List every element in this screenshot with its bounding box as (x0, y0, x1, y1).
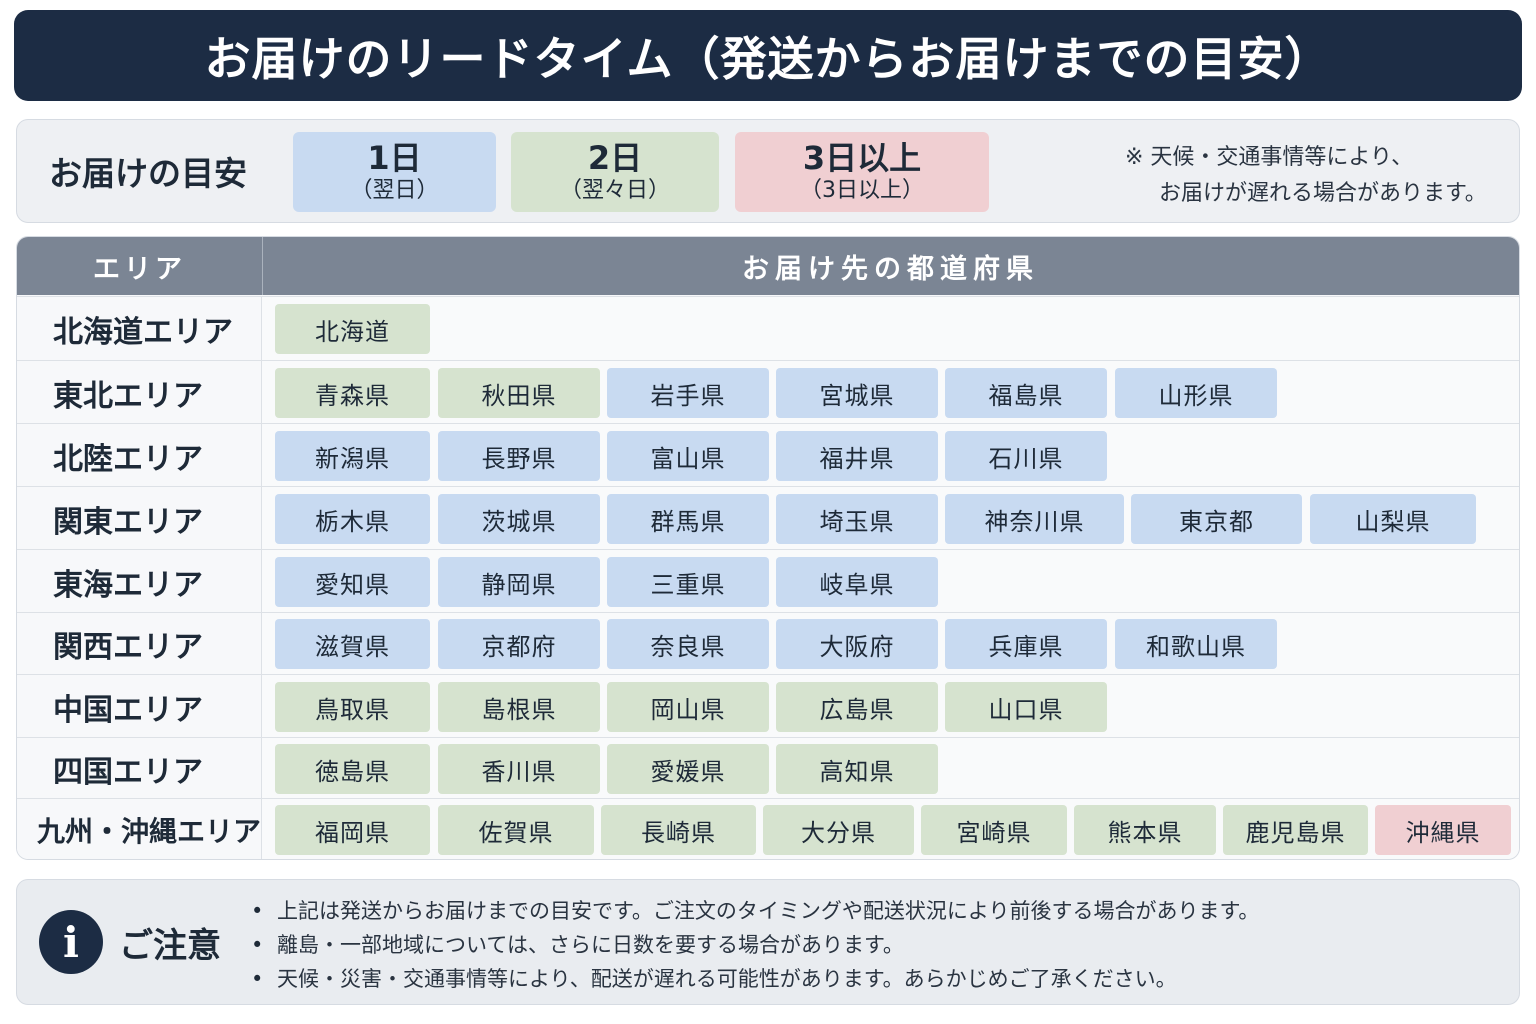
prefecture-cell: 大分県 (763, 805, 914, 855)
prefecture-cell: 福岡県 (275, 805, 430, 855)
area-name: 関東エリア (17, 487, 262, 550)
prefecture-cell: 沖縄県 (1375, 805, 1511, 855)
prefecture-cell: 東京都 (1131, 494, 1302, 544)
prefecture-cell: 山梨県 (1310, 494, 1476, 544)
prefecture-list: 滋賀県 京都府 奈良県 大阪府 兵庫県 和歌山県 (262, 613, 1519, 675)
notice-item: 離島・一部地域については、さらに日数を要する場合があります。 (251, 928, 1259, 962)
legend-item-2days: 2日 （翌々日） (511, 132, 719, 212)
area-name: 北陸エリア (17, 424, 262, 487)
legend-note-line2: お届けが遅れる場合があります。 (1159, 181, 1487, 206)
prefecture-cell: 愛媛県 (607, 744, 769, 794)
prefecture-list: 青森県 秋田県 岩手県 宮城県 福島県 山形県 (262, 361, 1519, 424)
notice-box: i ご注意 上記は発送からお届けまでの目安です。ご注文のタイミングや配送状況によ… (16, 879, 1520, 1005)
header-prefecture: お届け先の都道府県 (742, 253, 1039, 285)
table-row: 九州・沖縄エリア 福岡県 佐賀県 長崎県 大分県 宮崎県 熊本県 鹿児島県 沖縄県 (17, 798, 1519, 859)
table-header: エリア お届け先の都道府県 (17, 237, 1519, 295)
prefecture-cell: 岐阜県 (776, 557, 938, 607)
prefecture-cell: 福井県 (776, 431, 938, 481)
legend-item-1day-days: 1日 (367, 139, 422, 177)
table-row: 四国エリア 徳島県 香川県 愛媛県 高知県 (17, 737, 1519, 799)
area-name: 九州・沖縄エリア (17, 799, 262, 859)
legend-note-line1: ※ 天候・交通事情等により、 (1125, 145, 1414, 170)
prefecture-cell: 徳島県 (275, 744, 430, 794)
notice-item: 上記は発送からお届けまでの目安です。ご注文のタイミングや配送状況により前後する場… (251, 894, 1259, 928)
header-area: エリア (17, 237, 263, 295)
prefecture-cell: 佐賀県 (438, 805, 594, 855)
prefecture-cell: 鹿児島県 (1223, 805, 1368, 855)
prefecture-cell: 大阪府 (776, 619, 938, 669)
prefecture-cell: 宮城県 (776, 368, 938, 418)
prefecture-cell: 石川県 (945, 431, 1107, 481)
prefecture-cell: 熊本県 (1074, 805, 1216, 855)
prefecture-cell: 滋賀県 (275, 619, 430, 669)
legend-note: ※ 天候・交通事情等により、 お届けが遅れる場合があります。 (1125, 140, 1515, 212)
prefecture-list: 鳥取県 島根県 岡山県 広島県 山口県 (262, 675, 1519, 738)
notice-title: ご注意 (119, 926, 221, 966)
area-name: 東北エリア (17, 361, 262, 424)
prefecture-cell: 香川県 (438, 744, 600, 794)
legend-item-3days-note: （3日以上） (800, 178, 924, 203)
prefecture-cell: 秋田県 (438, 368, 600, 418)
prefecture-list: 徳島県 香川県 愛媛県 高知県 (262, 738, 1519, 799)
area-name: 関西エリア (17, 613, 262, 675)
prefecture-list: 福岡県 佐賀県 長崎県 大分県 宮崎県 熊本県 鹿児島県 沖縄県 (262, 799, 1519, 859)
table-row: 北海道エリア 北海道 (17, 296, 1519, 361)
prefecture-cell: 岩手県 (607, 368, 769, 418)
prefecture-cell: 長野県 (438, 431, 600, 481)
prefecture-cell: 新潟県 (275, 431, 430, 481)
prefecture-cell: 広島県 (776, 682, 938, 732)
prefecture-cell: 高知県 (776, 744, 938, 794)
legend-item-1day-note: （翌日） (350, 178, 439, 203)
prefecture-cell: 島根県 (438, 682, 600, 732)
table-row: 関西エリア 滋賀県 京都府 奈良県 大阪府 兵庫県 和歌山県 (17, 612, 1519, 675)
prefecture-cell: 埼玉県 (776, 494, 938, 544)
legend-item-2days-days: 2日 (587, 139, 643, 177)
area-name: 中国エリア (17, 675, 262, 738)
prefecture-list: 北海道 (262, 297, 1519, 361)
area-name: 東海エリア (17, 550, 262, 613)
prefecture-cell: 兵庫県 (945, 619, 1107, 669)
notice-item: 天候・災害・交通事情等により、配送が遅れる可能性があります。あらかじめご了承くだ… (251, 962, 1259, 996)
area-name: 北海道エリア (17, 297, 262, 361)
prefecture-cell: 富山県 (607, 431, 769, 481)
prefecture-cell: 山口県 (945, 682, 1107, 732)
area-name: 四国エリア (17, 738, 262, 799)
prefecture-cell: 長崎県 (601, 805, 756, 855)
table-row: 関東エリア 栃木県 茨城県 群馬県 埼玉県 神奈川県 東京都 山梨県 (17, 486, 1519, 550)
prefecture-cell: 三重県 (607, 557, 769, 607)
prefecture-cell: 青森県 (275, 368, 430, 418)
prefecture-list: 新潟県 長野県 富山県 福井県 石川県 (262, 424, 1519, 487)
prefecture-cell: 栃木県 (275, 494, 430, 544)
page-title: お届けのリードタイム（発送からお届けまでの目安） (14, 10, 1522, 101)
prefecture-cell: 宮崎県 (921, 805, 1067, 855)
table-row: 東海エリア 愛知県 静岡県 三重県 岐阜県 (17, 549, 1519, 613)
delivery-legend: お届けの目安 1日 （翌日） 2日 （翌々日） 3日以上 （3日以上） ※ 天候… (16, 119, 1520, 223)
legend-label: お届けの目安 (49, 154, 247, 193)
prefecture-cell: 茨城県 (438, 494, 600, 544)
legend-item-3days-days: 3日以上 (802, 139, 922, 177)
prefecture-cell: 北海道 (275, 304, 430, 354)
prefecture-cell: 山形県 (1115, 368, 1277, 418)
prefecture-cell: 奈良県 (607, 619, 769, 669)
prefecture-cell: 静岡県 (438, 557, 600, 607)
legend-item-2days-note: （翌々日） (559, 178, 670, 203)
prefecture-list: 栃木県 茨城県 群馬県 埼玉県 神奈川県 東京都 山梨県 (262, 487, 1519, 550)
table-row: 東北エリア 青森県 秋田県 岩手県 宮城県 福島県 山形県 (17, 360, 1519, 424)
prefecture-cell: 群馬県 (607, 494, 769, 544)
prefecture-cell: 鳥取県 (275, 682, 430, 732)
prefecture-cell: 愛知県 (275, 557, 430, 607)
table-row: 中国エリア 鳥取県 島根県 岡山県 広島県 山口県 (17, 674, 1519, 738)
table-row: 北陸エリア 新潟県 長野県 富山県 福井県 石川県 (17, 423, 1519, 487)
lead-time-table: エリア お届け先の都道府県 北海道エリア 北海道 東北エリア 青森県 秋田県 岩手県 宮城県… (16, 236, 1520, 860)
prefecture-cell: 和歌山県 (1115, 619, 1277, 669)
prefecture-cell: 福島県 (945, 368, 1107, 418)
legend-item-1day: 1日 （翌日） (293, 132, 496, 212)
prefecture-cell: 神奈川県 (945, 494, 1124, 544)
prefecture-list: 愛知県 静岡県 三重県 岐阜県 (262, 550, 1519, 613)
notice-list: 上記は発送からお届けまでの目安です。ご注文のタイミングや配送状況により前後する場… (251, 894, 1259, 996)
prefecture-cell: 岡山県 (607, 682, 769, 732)
prefecture-cell: 京都府 (438, 619, 600, 669)
info-icon: i (39, 910, 103, 974)
legend-item-3days: 3日以上 （3日以上） (735, 132, 989, 212)
